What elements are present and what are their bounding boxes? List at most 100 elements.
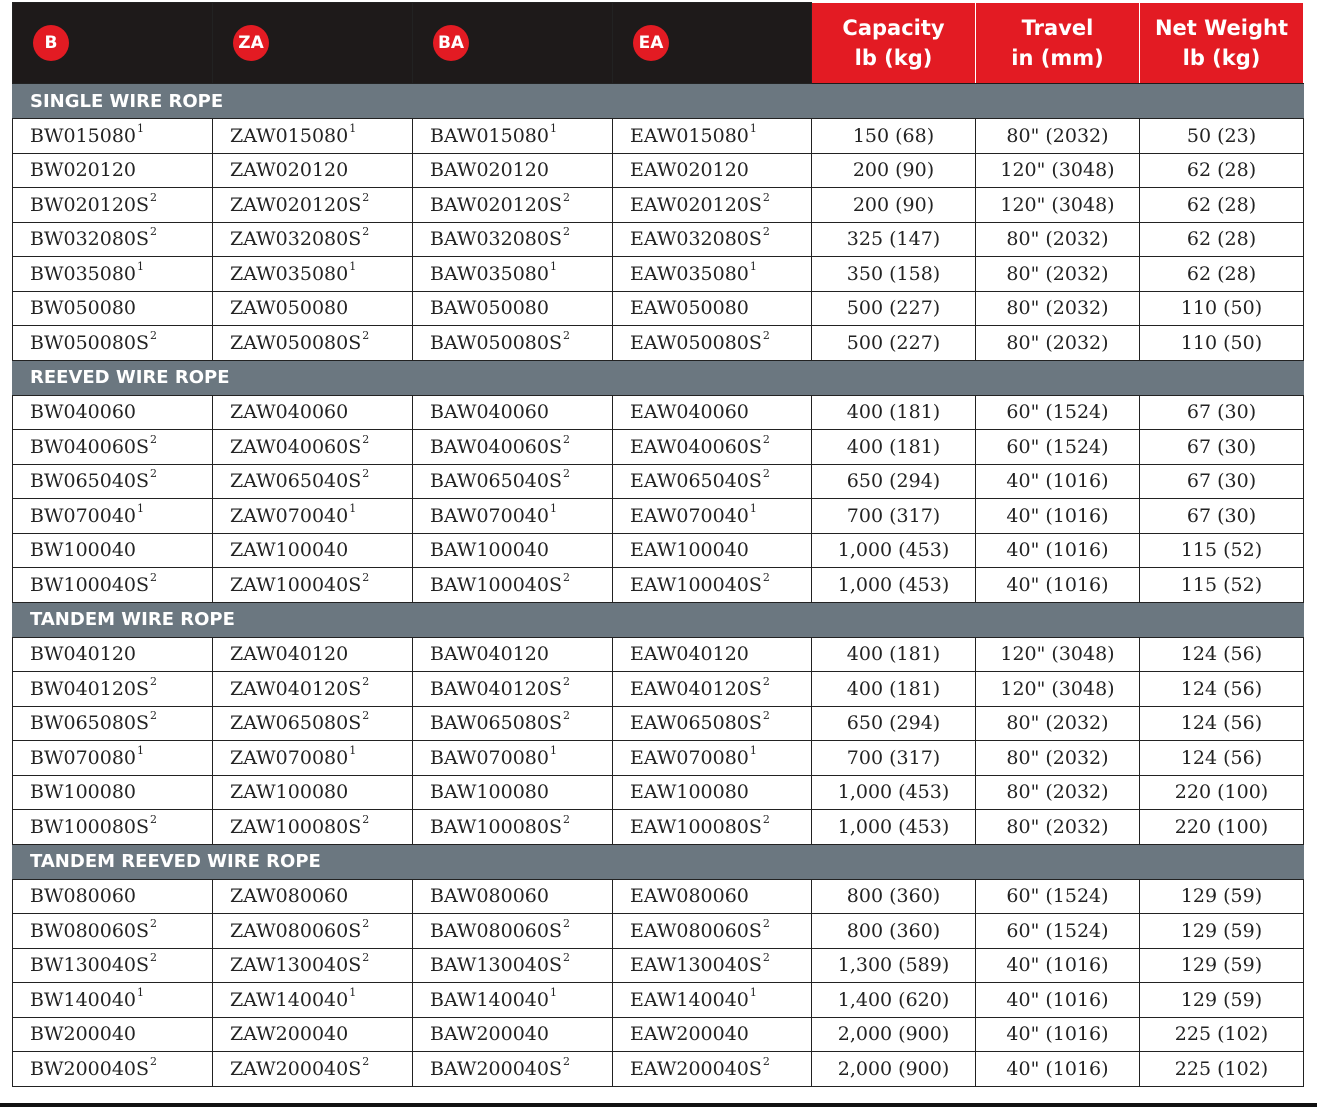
footnote-marker: 2 — [362, 570, 370, 584]
model-ba-cell: BAW050080S2 — [412, 325, 613, 361]
capacity-cell: 650 (294) — [811, 705, 976, 741]
footnote-marker: 2 — [362, 674, 370, 688]
travel-cell: 80" (2032) — [975, 705, 1140, 741]
model-za-cell: ZAW200040 — [212, 1016, 413, 1052]
section-header-row: SINGLE WIRE ROPE — [12, 83, 1304, 119]
model-number: ZAW035080 — [230, 262, 349, 285]
series-badge-za: ZA — [233, 25, 269, 61]
footnote-marker: 1 — [749, 743, 757, 757]
model-b-cell: BW130040S2 — [12, 947, 213, 983]
footnote-marker: 1 — [137, 985, 145, 999]
model-b-cell: BW050080 — [12, 290, 213, 326]
footnote-marker: 2 — [150, 467, 158, 481]
footnote-marker: 2 — [762, 916, 770, 930]
table-body: SINGLE WIRE ROPE BW0150801 ZAW0150801 BAW01… — [12, 83, 1304, 1087]
capacity-cell: 1,300 (589) — [811, 947, 976, 983]
footnote-marker: 2 — [762, 570, 770, 584]
model-ba-cell: BAW100080S2 — [412, 809, 613, 845]
capacity-cell: 1,000 (453) — [811, 532, 976, 568]
model-za-cell: ZAW065080S2 — [212, 705, 413, 741]
model-number: ZAW100080 — [230, 781, 349, 804]
model-ea-cell: EAW040060 — [612, 394, 812, 430]
model-number: BAW070080 — [430, 746, 549, 769]
model-number: ZAW070080 — [230, 746, 349, 769]
model-b-cell: BW020120 — [12, 152, 213, 188]
travel-cell: 120" (3048) — [975, 671, 1140, 707]
table-row: BW200040S2 ZAW200040S2 BAW200040S2 EAW20004… — [12, 1051, 1304, 1087]
model-za-cell: ZAW020120 — [212, 152, 413, 188]
header-travel: Travel in (mm) — [975, 2, 1140, 84]
model-number: ZAW040060S — [230, 435, 362, 458]
model-ba-cell: BAW0350801 — [412, 256, 613, 292]
model-za-cell: ZAW050080S2 — [212, 325, 413, 361]
model-b-cell: BW040120S2 — [12, 671, 213, 707]
footnote-marker: 2 — [150, 916, 158, 930]
model-number: EAW200040S — [630, 1057, 762, 1080]
weight-cell: 62 (28) — [1139, 256, 1304, 292]
model-ea-cell: EAW080060S2 — [612, 913, 812, 949]
table-row: BW065080S2 ZAW065080S2 BAW065080S2 EAW06508… — [12, 705, 1304, 741]
footnote-marker: 2 — [362, 432, 370, 446]
footnote-marker: 1 — [137, 501, 145, 515]
travel-cell: 80" (2032) — [975, 290, 1140, 326]
bottom-rule — [0, 1103, 1317, 1107]
weight-cell: 50 (23) — [1139, 118, 1304, 154]
model-number: BW100040 — [30, 539, 137, 562]
capacity-cell: 400 (181) — [811, 636, 976, 672]
model-number: ZAW015080 — [230, 124, 349, 147]
footnote-marker: 2 — [563, 1054, 570, 1068]
capacity-cell: 1,400 (620) — [811, 982, 976, 1018]
model-number: ZAW140040 — [230, 988, 349, 1011]
model-za-cell: ZAW020120S2 — [212, 187, 413, 223]
weight-cell: 62 (28) — [1139, 187, 1304, 223]
footnote-marker: 1 — [749, 259, 757, 273]
model-number: ZAW100040 — [230, 539, 349, 562]
capacity-cell: 2,000 (900) — [811, 1051, 976, 1087]
model-number: EAW130040S — [630, 954, 762, 977]
model-number: EAW100080 — [630, 781, 749, 804]
model-b-cell: BW0150801 — [12, 118, 213, 154]
model-number: BAW040060S — [430, 435, 562, 458]
model-ea-cell: EAW040120S2 — [612, 671, 812, 707]
model-number: ZAW070040 — [230, 504, 349, 527]
weight-cell: 129 (59) — [1139, 913, 1304, 949]
capacity-cell: 800 (360) — [811, 913, 976, 949]
weight-cell: 124 (56) — [1139, 636, 1304, 672]
model-za-cell: ZAW100040S2 — [212, 567, 413, 603]
model-number: BAW080060 — [430, 885, 549, 908]
model-number: EAW050080S — [630, 331, 762, 354]
weight-cell: 62 (28) — [1139, 221, 1304, 257]
model-number: EAW015080 — [630, 124, 749, 147]
footnote-marker: 2 — [563, 674, 570, 688]
weight-cell: 67 (30) — [1139, 394, 1304, 430]
footnote-marker: 1 — [349, 743, 357, 757]
footnote-marker: 2 — [150, 674, 158, 688]
model-number: EAW065080S — [630, 712, 762, 735]
footnote-marker: 2 — [762, 1054, 770, 1068]
series-badge-b: B — [33, 25, 69, 61]
model-number: EAW070080 — [630, 746, 749, 769]
section-header-row: TANDEM WIRE ROPE — [12, 601, 1304, 638]
model-ea-cell: EAW0700801 — [612, 740, 812, 776]
capacity-cell: 150 (68) — [811, 118, 976, 154]
model-number: ZAW065040S — [230, 470, 362, 493]
model-za-cell: ZAW130040S2 — [212, 947, 413, 983]
footnote-marker: 1 — [549, 985, 557, 999]
travel-cell: 120" (3048) — [975, 636, 1140, 672]
footnote-marker: 2 — [150, 951, 158, 965]
model-number: ZAW200040 — [230, 1023, 349, 1046]
model-number: BAW032080S — [430, 228, 562, 251]
model-number: BW070040 — [30, 504, 137, 527]
weight-cell: 225 (102) — [1139, 1016, 1304, 1052]
model-b-cell: BW040120 — [12, 636, 213, 672]
model-b-cell: BW100080S2 — [12, 809, 213, 845]
footnote-marker: 2 — [563, 709, 570, 723]
model-number: BW080060 — [30, 885, 137, 908]
model-ba-cell: BAW065080S2 — [412, 705, 613, 741]
header-row: B ZA BA EA Capacity lb (kg) Travel in (mm)… — [12, 2, 1304, 84]
weight-label: Net Weight — [1154, 16, 1289, 40]
footnote-marker: 1 — [549, 121, 557, 135]
model-ea-cell: EAW020120 — [612, 152, 812, 188]
footnote-marker: 2 — [762, 467, 770, 481]
model-number: BW070080 — [30, 746, 137, 769]
